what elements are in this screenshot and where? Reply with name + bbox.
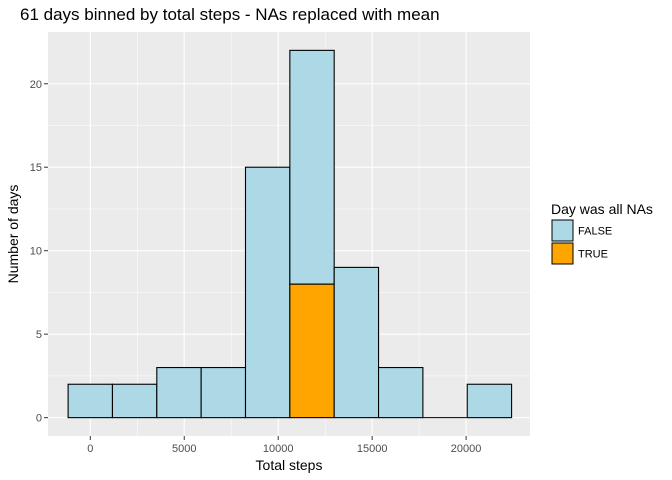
legend-key-false — [551, 219, 574, 242]
legend-title: Day was all NAs — [551, 201, 653, 217]
bar-false — [67, 383, 114, 419]
bar-false — [111, 383, 158, 419]
bar-false — [289, 49, 335, 285]
x-tick-label: 5000 — [172, 443, 196, 455]
x-axis-ticks: 0 5000 10000 15000 20000 — [87, 436, 481, 455]
chart-title: 61 days binned by total steps - NAs repl… — [20, 5, 440, 24]
y-axis-title: Number of days — [5, 185, 21, 284]
bar-true — [289, 283, 335, 419]
bars — [67, 49, 513, 419]
bar-false — [377, 367, 424, 419]
y-axis-ticks: 0 5 10 15 20 — [30, 79, 48, 425]
x-tick-label: 20000 — [451, 443, 482, 455]
y-tick-label: 20 — [30, 79, 42, 91]
y-tick-label: 0 — [36, 413, 42, 425]
bar-false — [200, 367, 247, 419]
legend-key-true — [551, 242, 574, 265]
x-tick-label: 15000 — [357, 443, 388, 455]
legend-label-false: FALSE — [578, 226, 612, 238]
bar-false — [466, 383, 513, 419]
y-tick-label: 10 — [30, 246, 42, 258]
bar-false — [156, 367, 202, 419]
bar-false — [333, 266, 380, 419]
legend-label-true: TRUE — [578, 249, 608, 261]
y-tick-label: 5 — [36, 329, 42, 341]
x-tick-label: 0 — [87, 443, 93, 455]
x-axis-title: Total steps — [256, 457, 323, 473]
x-tick-label: 10000 — [263, 443, 294, 455]
y-tick-label: 15 — [30, 162, 42, 174]
bar-false — [244, 166, 291, 419]
legend: Day was all NAs FALSE TRUE — [551, 201, 653, 265]
